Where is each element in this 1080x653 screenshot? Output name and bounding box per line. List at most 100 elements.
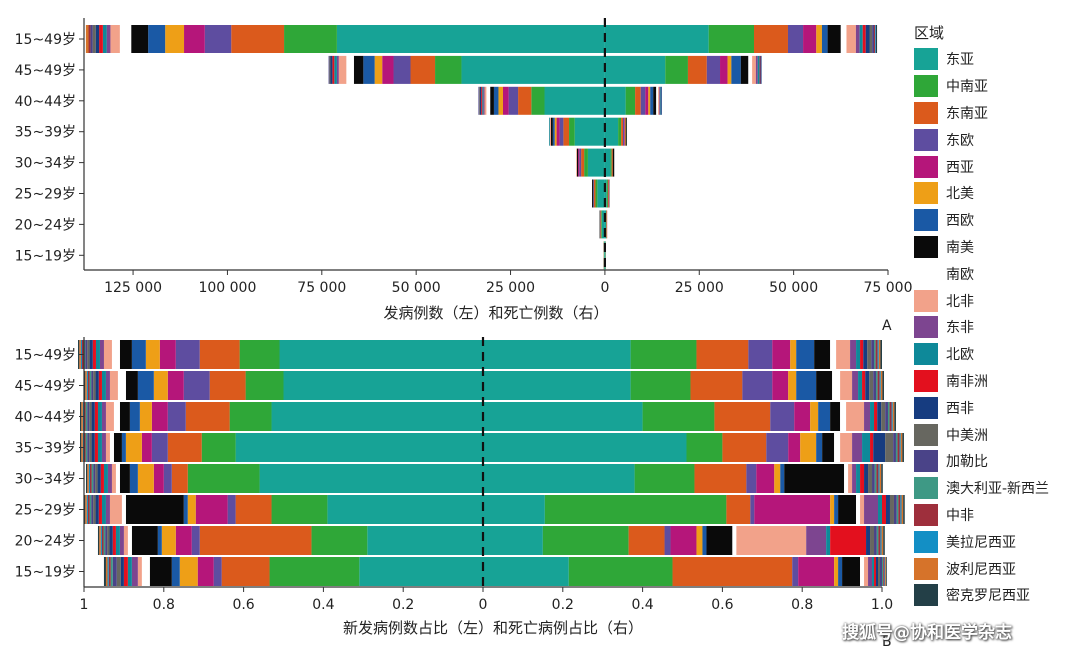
bar-segment <box>885 557 886 586</box>
bar-segment <box>863 340 868 369</box>
bar-segment <box>367 526 483 555</box>
legend-item: 加勒比 <box>910 448 1080 475</box>
legend-items: 东亚 中南亚 东南亚 东欧 西亚 北美 西欧 南美 南欧 北非 东非 北欧 南非洲 西非 中美洲 加勒比 澳大利… <box>910 46 1080 609</box>
bar-segment <box>569 117 575 146</box>
bar-segment <box>852 371 859 400</box>
legend-label: 中非 <box>946 507 974 524</box>
bar-segment <box>84 402 86 431</box>
bar-segment <box>885 402 888 431</box>
legend-item: 澳大利亚-新西兰 <box>910 475 1080 502</box>
bar-segment <box>94 433 98 462</box>
bar-segment <box>125 433 142 462</box>
x-tick-label: 0.6 <box>711 597 733 613</box>
bar-segment <box>891 402 893 431</box>
bar-segment <box>877 371 880 400</box>
bar-segment <box>336 55 339 84</box>
bar-segment <box>85 464 88 493</box>
legend-swatch <box>914 155 938 178</box>
category-label: 15~19岁 <box>15 565 76 581</box>
bar-segment <box>658 86 660 115</box>
bar-segment <box>167 371 184 400</box>
bar-segment <box>119 25 132 53</box>
legend-label: 西非 <box>946 400 974 417</box>
bar-segment <box>604 241 606 270</box>
legend-swatch <box>914 235 938 258</box>
bar-segment <box>750 495 755 524</box>
bar-segment <box>493 86 499 115</box>
bar-segment <box>860 340 864 369</box>
bar-segment <box>99 526 101 555</box>
bar-segment <box>830 495 835 524</box>
bar-segment <box>127 557 132 586</box>
x-tick-label: 1.0 <box>871 597 893 613</box>
bar-segment <box>871 340 875 369</box>
x-tick-label: 1 <box>80 597 89 613</box>
bar-segment <box>149 557 172 586</box>
bar-segment <box>97 464 101 493</box>
bar-segment <box>731 55 741 84</box>
bar-segment <box>87 433 90 462</box>
bar-segment <box>85 402 88 431</box>
bar-segment <box>625 86 636 115</box>
bar-segment <box>897 433 900 462</box>
bar-segment <box>110 25 120 53</box>
bar-segment <box>279 340 483 369</box>
legend-item: 东亚 <box>910 46 1080 73</box>
bar-segment <box>895 433 898 462</box>
x-tick-label: 0 <box>479 597 488 613</box>
bar-segment <box>393 55 411 84</box>
legend-label: 东南亚 <box>946 105 988 122</box>
bar-segment <box>879 371 881 400</box>
bar-segment <box>832 371 841 400</box>
bar-segment <box>563 117 570 146</box>
bar-segment <box>846 25 856 53</box>
bar-row <box>103 557 887 586</box>
bar-segment <box>85 495 87 524</box>
bar-segment <box>690 371 743 400</box>
bar-row <box>599 210 608 239</box>
bar-segment <box>116 557 121 586</box>
panel-label: A <box>882 318 892 334</box>
x-tick-label: 0.6 <box>232 597 254 613</box>
bar-segment <box>893 495 897 524</box>
x-axis-title: 发病例数（左）和死亡例数（右） <box>383 304 608 322</box>
bar-segment <box>92 340 96 369</box>
x-tick-label: 0.8 <box>153 597 175 613</box>
bar-segment <box>410 55 436 84</box>
bar-segment <box>486 86 491 115</box>
bar-segment <box>107 526 110 555</box>
legend-label: 澳大利亚-新西兰 <box>946 481 1050 498</box>
legend-label: 南美 <box>946 239 974 256</box>
bar-segment <box>665 55 688 84</box>
bar-segment <box>213 557 222 586</box>
bar-segment <box>542 526 629 555</box>
bar-segment <box>882 557 884 586</box>
bar-segment <box>556 117 560 146</box>
bar-segment <box>183 495 188 524</box>
bar-segment <box>195 495 228 524</box>
bar-row <box>328 55 762 84</box>
bar-segment <box>836 340 851 369</box>
bar-segment <box>766 433 789 462</box>
bar-segment <box>865 371 870 400</box>
legend-item: 波利尼西亚 <box>910 555 1080 582</box>
bar-segment <box>661 86 662 115</box>
legend: 区域 东亚 中南亚 东南亚 东欧 西亚 北美 西欧 南美 南欧 北非 东非 北欧 南非洲 西非 中美洲 加勒比… <box>910 22 1080 609</box>
bar-segment <box>855 25 860 53</box>
bar-segment <box>109 526 113 555</box>
category-label: 25~29岁 <box>15 187 76 203</box>
bar-segment <box>870 526 875 555</box>
bar-segment <box>760 55 762 84</box>
bar-segment <box>479 86 482 115</box>
bar-row <box>80 433 904 462</box>
bar-segment <box>664 526 671 555</box>
bar-segment <box>880 557 882 586</box>
bar-segment <box>874 557 877 586</box>
category-label: 25~29岁 <box>15 503 76 519</box>
x-tick-label: 0.2 <box>552 597 574 613</box>
bar-segment <box>91 402 95 431</box>
bar-segment <box>900 495 902 524</box>
bar-segment <box>901 495 904 524</box>
legend-swatch <box>914 584 938 607</box>
watermark: 搜狐号@协和医学杂志 <box>842 623 1012 643</box>
